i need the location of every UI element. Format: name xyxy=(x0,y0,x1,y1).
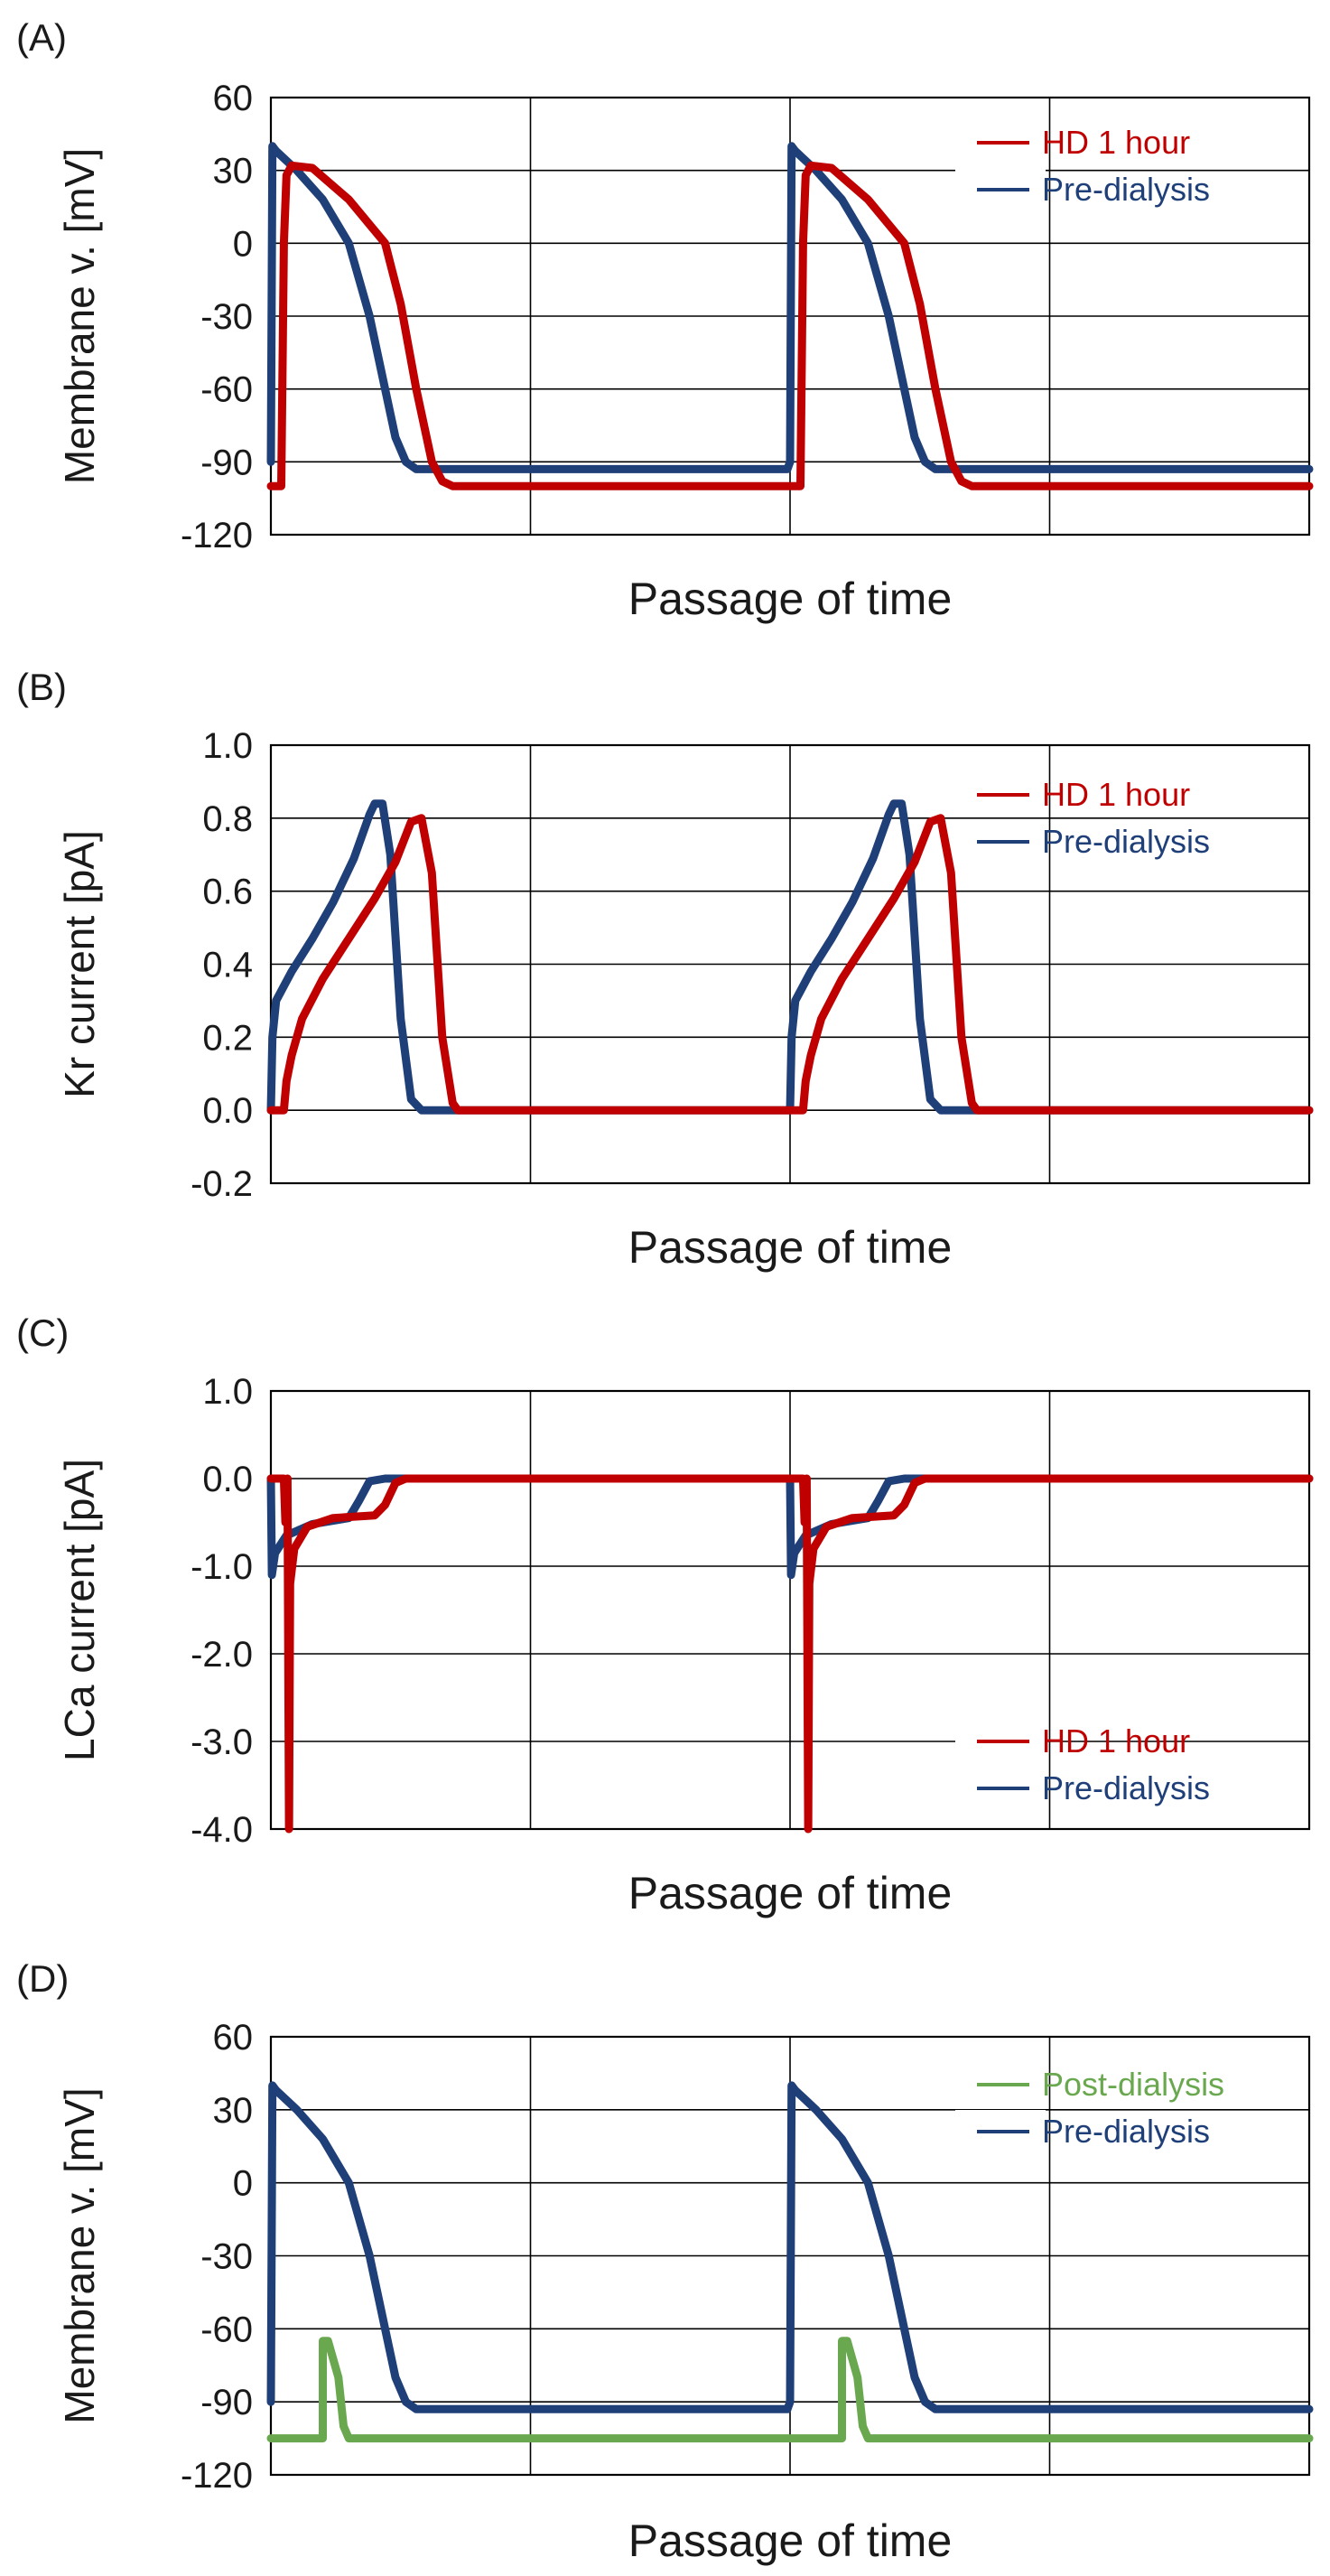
legend: HD 1 hour Pre-dialysis xyxy=(955,1720,1210,1810)
legend-label: Pre-dialysis xyxy=(1042,823,1210,860)
y-tick-label: -90 xyxy=(200,2383,253,2422)
panel-label: (B) xyxy=(16,666,67,708)
y-tick-label: -4.0 xyxy=(191,1810,253,1850)
y-tick-label: -60 xyxy=(200,2310,253,2349)
legend-label: Pre-dialysis xyxy=(1042,1769,1210,1806)
y-tick-label: 0.2 xyxy=(202,1018,253,1058)
x-axis-label: Passage of time xyxy=(628,574,953,624)
series-line-pre-dialysis xyxy=(266,1474,1314,1580)
panel-label: (A) xyxy=(16,16,67,59)
y-tick-label: 0 xyxy=(233,2164,253,2204)
legend-label: Pre-dialysis xyxy=(1042,2113,1210,2150)
plot-frame xyxy=(269,1389,1311,1831)
y-tick-label: -3.0 xyxy=(191,1722,253,1762)
y-tick-label: -120 xyxy=(181,516,253,555)
x-axis-label: Passage of time xyxy=(628,2515,953,2566)
y-tick-label: 1.0 xyxy=(202,726,253,766)
y-tick-label: 30 xyxy=(213,152,254,191)
panel-a: (A) 60 30 0 -30 -60 -90 -120 Membrane v. [mV] Pas… xyxy=(16,16,1314,624)
y-tick-label: 0.0 xyxy=(202,1460,253,1499)
plot-frame xyxy=(269,743,1311,1185)
series-line-hd-1-hour xyxy=(266,1474,1314,1834)
y-tick-label: 30 xyxy=(213,2091,254,2131)
series-line-pre-dialysis xyxy=(266,142,1314,473)
y-tick-label: 0.6 xyxy=(202,873,253,912)
series-line-pre-dialysis xyxy=(266,2081,1314,2413)
y-tick-label: 0 xyxy=(233,224,253,264)
legend-label: HD 1 hour xyxy=(1042,776,1190,813)
y-tick-label: -1.0 xyxy=(191,1547,253,1587)
y-tick-label: -30 xyxy=(200,297,253,337)
y-axis-label: Membrane v. [mV] xyxy=(56,148,103,484)
y-tick-label: 60 xyxy=(213,79,254,118)
legend-label: Pre-dialysis xyxy=(1042,171,1210,208)
y-tick-label: -120 xyxy=(181,2456,253,2496)
panel-b: (B) 1.0 0.8 0.6 0.4 0.2 0.0 -0.2 Kr current [pA]… xyxy=(16,666,1314,1273)
legend: HD 1 hour Pre-dialysis xyxy=(955,121,1210,211)
y-tick-label: 0.0 xyxy=(202,1091,253,1131)
panel-d: (D) 60 30 0 -30 -60 -90 -120 Membrane v. [mV] Pas… xyxy=(16,1957,1314,2566)
y-tick-label: -30 xyxy=(200,2237,253,2277)
y-tick-label: 1.0 xyxy=(202,1372,253,1412)
y-tick-label: 60 xyxy=(213,2018,254,2058)
legend: HD 1 hour Pre-dialysis xyxy=(955,773,1210,863)
panel-label: (C) xyxy=(16,1311,69,1354)
series-line-hd-1-hour xyxy=(266,161,1314,490)
legend-label: HD 1 hour xyxy=(1042,1722,1190,1759)
y-tick-label: 0.4 xyxy=(202,946,253,985)
panel-c: (C) 1.0 0.0 -1.0 -2.0 -3.0 -4.0 LCa current [pA… xyxy=(16,1311,1314,1918)
legend-label: HD 1 hour xyxy=(1042,124,1190,161)
y-tick-label: -0.2 xyxy=(191,1164,253,1204)
y-tick-label: 0.8 xyxy=(202,799,253,839)
y-axis-label: Membrane v. [mV] xyxy=(56,2087,103,2423)
y-tick-label: -2.0 xyxy=(191,1635,253,1675)
series-line-hd-1-hour xyxy=(266,814,1314,1115)
legend: Post-dialysis Pre-dialysis xyxy=(955,2063,1224,2153)
y-axis-label: Kr current [pA] xyxy=(56,830,103,1098)
panel-label: (D) xyxy=(16,1957,69,2000)
x-axis-label: Passage of time xyxy=(628,1868,953,1918)
y-axis-label: LCa current [pA] xyxy=(56,1459,103,1761)
y-tick-label: -60 xyxy=(200,370,253,410)
series-line-post-dialysis xyxy=(266,2337,1314,2443)
x-axis-label: Passage of time xyxy=(628,1222,953,1273)
y-tick-label: -90 xyxy=(200,443,253,482)
legend-label: Post-dialysis xyxy=(1042,2066,1224,2103)
